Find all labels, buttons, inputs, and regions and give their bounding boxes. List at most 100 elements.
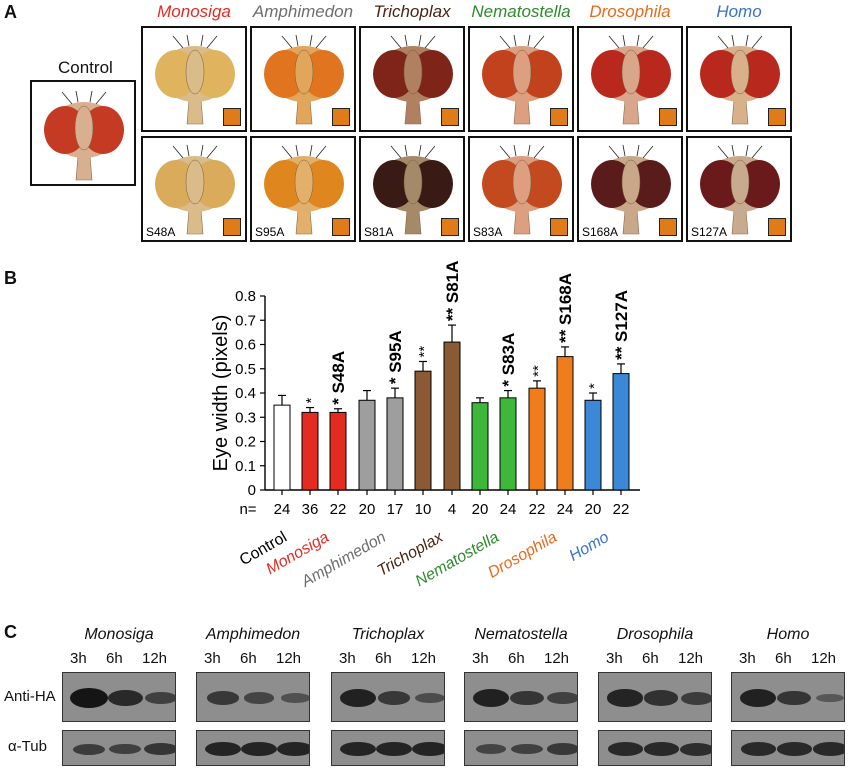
blot-title-monosiga: Monosiga: [84, 626, 154, 643]
n-count: 24: [557, 501, 574, 518]
fly-head-monosiga-top: [155, 34, 235, 125]
bar: [386, 397, 404, 491]
protein-band: [607, 742, 643, 756]
timepoint-label: 3h: [472, 650, 489, 667]
protein-band: [812, 742, 844, 756]
control-label: Control: [58, 58, 113, 77]
protein-band: [205, 742, 241, 756]
protein-band: [412, 742, 444, 756]
species-title-amphimedon: Amphimedon: [252, 2, 354, 21]
eye-image-amphimedon-top: [250, 26, 356, 132]
timepoint-label: 6h: [642, 650, 659, 667]
blot-tub-trichoplax: [331, 730, 445, 766]
n-count: 22: [613, 501, 630, 518]
bar: [499, 397, 517, 491]
mutant-label: S127A: [691, 225, 728, 239]
fly-head-amphimedon-bottom: [264, 144, 344, 235]
significance-label: *: [586, 383, 603, 389]
eye-image-monosiga-bottom: S48A: [141, 136, 247, 242]
n-count: 24: [500, 501, 517, 518]
n-count: 24: [274, 501, 291, 518]
timepoint-label: 12h: [142, 650, 168, 667]
blot-tub-homo: [731, 730, 845, 766]
n-count: 20: [359, 501, 376, 518]
n-count: 20: [472, 501, 489, 518]
blot-title-drosophila: Drosophila: [616, 626, 694, 643]
timepoint-label: 12h: [276, 650, 302, 667]
inset-swatch: [768, 218, 786, 236]
significance-label: **: [416, 346, 433, 358]
blot-tub-monosiga: [62, 730, 176, 766]
row-label-anti-ha: Anti-HA: [4, 688, 56, 705]
bar: [612, 373, 630, 491]
fly-head-trichoplax-bottom: [373, 144, 453, 235]
fly-head-amphimedon-top: [264, 34, 344, 125]
fly-head-drosophila-top: [591, 34, 671, 125]
fly-head-nematostella-top: [482, 34, 562, 125]
blot-ha-monosiga: [62, 672, 176, 722]
panel-a-letter: A: [4, 2, 17, 22]
timepoint-label: 6h: [375, 650, 392, 667]
y-tick-label: 0.7: [235, 312, 256, 329]
protein-band: [510, 690, 544, 706]
x-category-label: Homo: [567, 529, 613, 565]
species-title-nematostella: Nematostella: [471, 2, 571, 21]
protein-band: [73, 743, 105, 755]
timepoint-label: 3h: [204, 650, 221, 667]
inset-swatch: [550, 108, 568, 126]
eye-image-homo-top: [686, 26, 792, 132]
significance-label: * S95A: [386, 330, 405, 384]
protein-band: [547, 691, 577, 705]
eye-image-monosiga-top: [141, 26, 247, 132]
significance-label: * S48A: [329, 351, 348, 405]
species-title-drosophila: Drosophila: [589, 2, 671, 21]
blot-ha-trichoplax: [331, 672, 445, 722]
fly-head-control: [44, 90, 124, 181]
protein-band: [643, 742, 679, 756]
inset-swatch: [332, 108, 350, 126]
timepoint-label: 6h: [775, 650, 792, 667]
y-tick-label: 0.8: [235, 288, 256, 305]
fly-head-monosiga-bottom: [155, 144, 235, 235]
blot-title-amphimedon: Amphimedon: [205, 626, 301, 643]
row-label-alpha-tub: α-Tub: [8, 738, 47, 755]
eye-image-nematostella-bottom: S83A: [468, 136, 574, 242]
protein-band: [472, 689, 510, 707]
mutant-label: S48A: [146, 225, 176, 239]
timepoint-label: 3h: [606, 650, 623, 667]
timepoint-label: 6h: [240, 650, 257, 667]
bar: [273, 404, 291, 491]
protein-band: [109, 743, 141, 755]
bar: [358, 399, 376, 491]
significance-label: ** S127A: [612, 290, 631, 360]
n-count: 4: [448, 501, 456, 518]
mutant-label: S168A: [582, 225, 619, 239]
eye-image-drosophila-top: [577, 26, 683, 132]
protein-band: [340, 742, 376, 756]
timepoint-label: 6h: [508, 650, 525, 667]
mutant-label: S95A: [255, 225, 285, 239]
protein-band: [70, 688, 108, 708]
n-label: n=: [239, 501, 256, 518]
inset-swatch: [441, 218, 459, 236]
eye-image-amphimedon-bottom: S95A: [250, 136, 356, 242]
protein-band: [277, 742, 309, 756]
y-axis-label: Eye width (pixels): [210, 315, 232, 472]
significance-label: ** S81A: [443, 261, 462, 321]
inset-swatch: [223, 218, 241, 236]
control-eye-image: [30, 80, 136, 186]
n-count: 10: [415, 501, 432, 518]
significance-label: * S83A: [499, 333, 518, 387]
protein-band: [243, 692, 275, 704]
species-title-homo: Homo: [716, 2, 762, 21]
blot-ha-amphimedon: [196, 672, 310, 722]
protein-band: [280, 693, 309, 703]
blot-title-homo: Homo: [766, 626, 810, 643]
timepoint-label: 12h: [811, 650, 837, 667]
protein-band: [475, 744, 507, 754]
significance-label: **: [530, 365, 547, 377]
protein-band: [241, 742, 277, 756]
inset-swatch: [223, 108, 241, 126]
timepoint-label: 12h: [411, 650, 437, 667]
